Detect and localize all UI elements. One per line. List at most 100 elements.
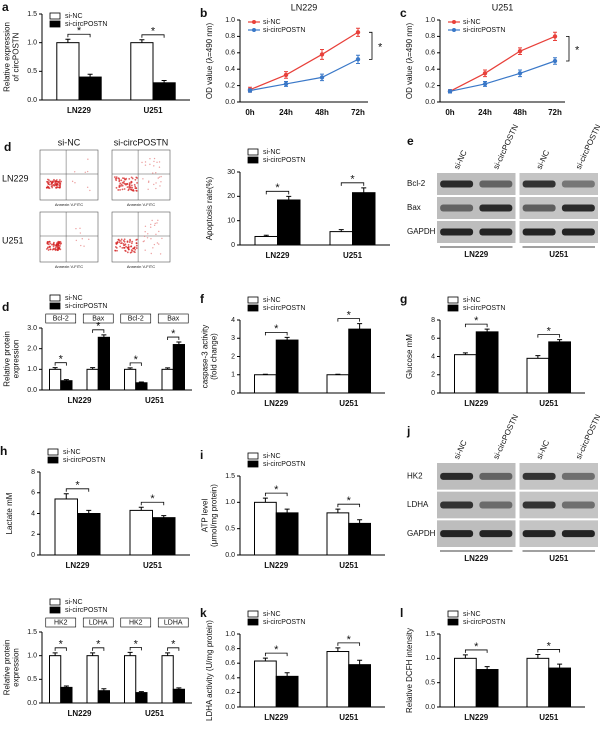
significance-bracket (67, 33, 91, 38)
series-line (249, 31, 359, 91)
event-dot (130, 188, 133, 191)
y-tick-label: 0 (231, 242, 235, 249)
event-dot (79, 227, 81, 230)
event-dot (134, 248, 137, 251)
event-dot (147, 233, 149, 235)
event-dot (51, 243, 53, 246)
error-bar (361, 187, 367, 193)
blot-band (522, 501, 556, 509)
bar (329, 231, 353, 246)
event-dot (135, 189, 138, 192)
flow-axis-label: Annexin V-FITC (55, 202, 83, 207)
group-label: U251 (549, 250, 569, 259)
event-dot (55, 180, 58, 183)
panel-label: b (200, 6, 207, 20)
y-axis-label: OD value (λ=490 nm) (405, 23, 414, 100)
category-label: Bcl-2 (128, 315, 144, 322)
y-tick-label: 3.0 (27, 325, 37, 332)
event-dot (89, 189, 91, 192)
point (319, 52, 325, 57)
error-bar (165, 367, 171, 370)
event-dot (79, 232, 82, 234)
event-dot (136, 182, 138, 184)
y-tick-label: 0.5 (27, 68, 37, 75)
significance-bracket (265, 190, 290, 195)
y-axis-label: Glucose mM (405, 334, 414, 379)
significance-bracket (537, 334, 561, 338)
event-dot (74, 182, 76, 184)
bar (254, 374, 277, 394)
bar (161, 655, 174, 704)
event-dot (46, 178, 49, 181)
event-dot (81, 238, 83, 240)
event-dot (59, 182, 62, 184)
significance-label: * (547, 640, 552, 652)
event-dot (121, 188, 124, 191)
bar (548, 341, 571, 394)
blot-band (479, 228, 513, 236)
error-bar (557, 339, 563, 342)
significance-bracket (340, 182, 365, 186)
chart-title: LN229 (291, 2, 318, 12)
event-dot (157, 177, 159, 179)
event-dot (135, 247, 138, 249)
y-tick-label: 2 (431, 372, 435, 379)
event-dot (47, 186, 50, 189)
y-tick-label: 1.0 (425, 17, 435, 24)
event-dot (136, 177, 138, 179)
legend-label: si-circPOSTN (263, 27, 305, 34)
column-label: si-circPOSTN (574, 123, 600, 171)
legend-label: si-circPOSTN (63, 457, 105, 464)
event-dot (113, 176, 116, 178)
significance-label: * (134, 638, 139, 650)
significance-label: * (77, 25, 82, 37)
event-dot (71, 180, 74, 183)
y-axis-label: Apoptosis rate(%) (205, 176, 214, 240)
significance-label: * (347, 634, 352, 646)
y-tick-label: 0.0 (225, 704, 235, 711)
bar (352, 192, 376, 246)
legend-swatch (49, 12, 61, 20)
bar (56, 42, 80, 101)
panel-label: l (400, 606, 403, 620)
error-bar (284, 672, 290, 677)
significance-bracket (369, 31, 373, 60)
event-dot (142, 178, 144, 180)
event-dot (134, 178, 137, 181)
point (447, 89, 453, 94)
y-tick-label: 0.0 (225, 99, 235, 106)
blot-band (479, 180, 513, 188)
y-tick-label: 8 (31, 469, 35, 476)
x-tick-label: U251 (343, 251, 363, 260)
event-dot (114, 246, 117, 248)
error-bar (138, 506, 144, 511)
panel-label: f (200, 292, 205, 306)
event-dot (133, 183, 136, 186)
event-dot (50, 182, 53, 184)
bar (49, 655, 62, 704)
significance-label: * (150, 493, 155, 505)
event-dot (46, 180, 48, 183)
significance-bracket (464, 649, 488, 653)
event-dot (49, 242, 52, 245)
event-dot (123, 182, 126, 185)
event-dot (121, 177, 124, 180)
legend-swatch (49, 598, 61, 606)
bar (326, 512, 350, 556)
event-dot (119, 189, 121, 191)
event-dot (53, 241, 55, 244)
error-bar (338, 229, 344, 232)
event-dot (121, 184, 124, 187)
y-tick-label: 0.2 (425, 82, 435, 89)
legend-label: si-NC (63, 449, 81, 456)
bar (348, 522, 371, 556)
x-tick-label: 48h (315, 108, 329, 117)
event-dot (58, 179, 61, 181)
point (517, 48, 523, 54)
event-dot (132, 189, 135, 192)
significance-bracket (141, 34, 165, 38)
x-tick-label: LN229 (464, 399, 489, 408)
bar (77, 513, 101, 556)
event-dot (49, 248, 52, 251)
bar (548, 667, 571, 708)
